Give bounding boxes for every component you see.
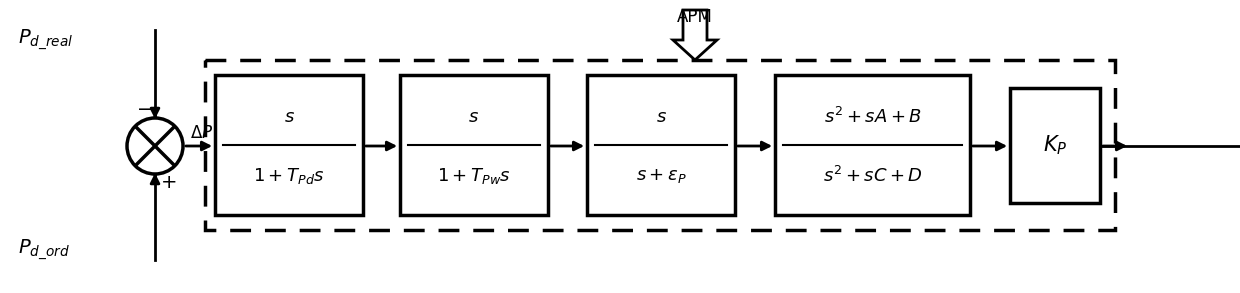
Text: $s$: $s$: [469, 108, 480, 126]
Bar: [1011, 88, 1100, 203]
Bar: [215, 75, 363, 215]
Text: $1+T_{Pw}s$: $1+T_{Pw}s$: [436, 166, 511, 186]
Bar: [587, 75, 735, 215]
Text: $s$: $s$: [656, 108, 667, 126]
Text: $K_P$: $K_P$: [1043, 134, 1068, 157]
Text: $P_{d\_real}$: $P_{d\_real}$: [19, 28, 73, 52]
Bar: [401, 75, 548, 215]
Bar: [205, 60, 1115, 230]
Text: APM: APM: [677, 8, 713, 26]
Text: $s^2+sC+D$: $s^2+sC+D$: [822, 166, 923, 186]
Circle shape: [126, 118, 184, 174]
Text: $s^2+sA+B$: $s^2+sA+B$: [823, 107, 921, 127]
Text: $P_{d\_ord}$: $P_{d\_ord}$: [19, 238, 69, 262]
Text: $+$: $+$: [160, 173, 176, 193]
Text: $-$: $-$: [136, 98, 153, 117]
Text: $\Delta P$: $\Delta P$: [190, 124, 213, 142]
Text: $s+\varepsilon_P$: $s+\varepsilon_P$: [636, 167, 687, 185]
Text: $s$: $s$: [284, 108, 295, 126]
Polygon shape: [673, 10, 717, 60]
Bar: [775, 75, 970, 215]
Text: $1+T_{Pd}s$: $1+T_{Pd}s$: [253, 166, 325, 186]
